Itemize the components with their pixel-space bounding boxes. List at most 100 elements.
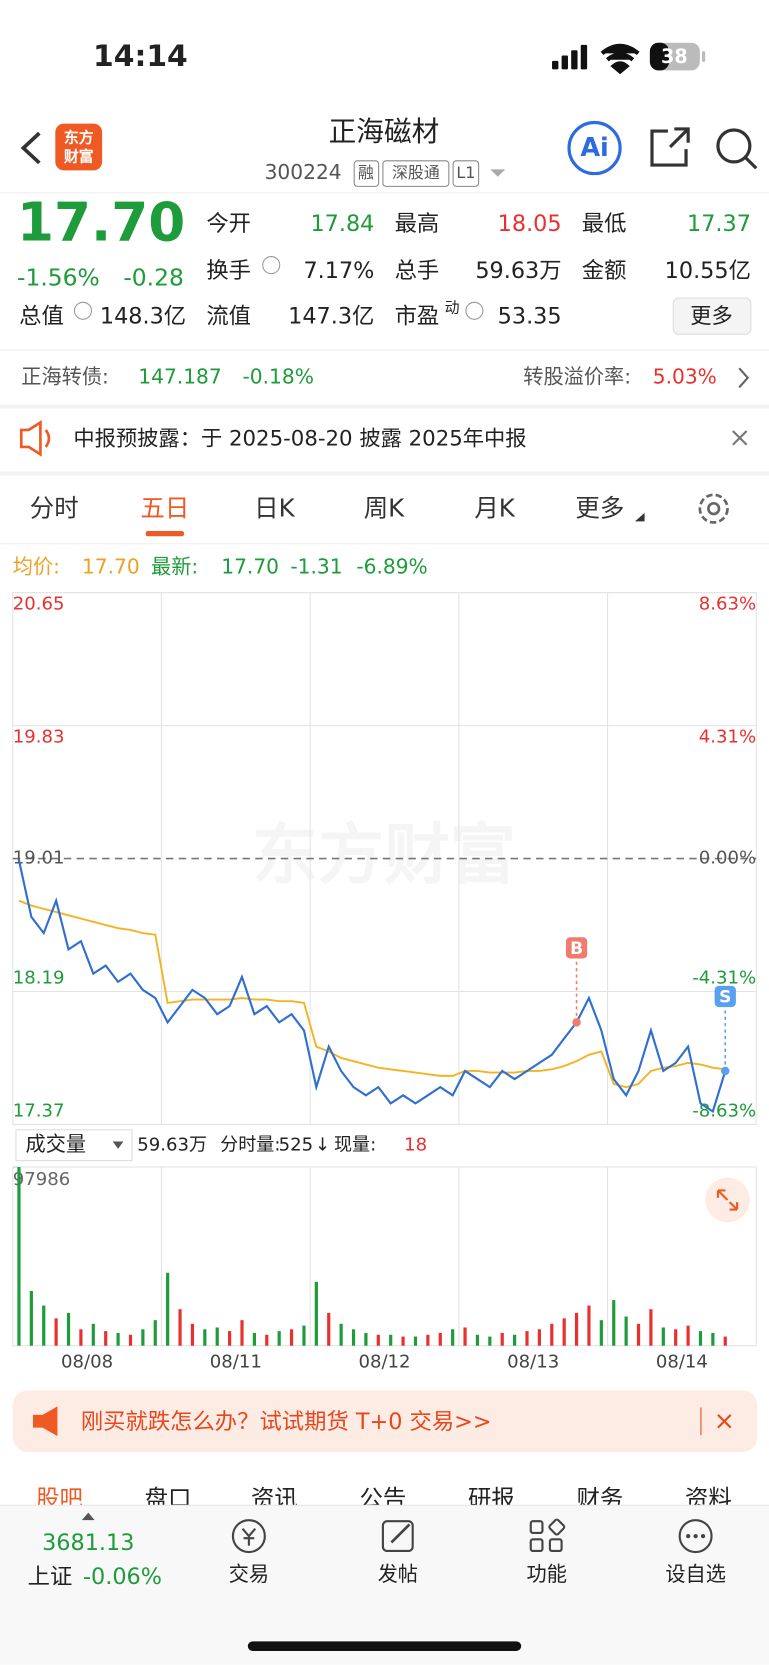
share-button[interactable] (650, 127, 690, 167)
logo[interactable] (55, 123, 103, 171)
avg-value: 17.70 (82, 555, 140, 579)
tab-active[interactable]: 五日 (140, 494, 189, 523)
volume-bar (104, 1331, 108, 1346)
series-line (17, 859, 727, 1114)
minute-arrow: ↓ (315, 1135, 330, 1156)
marker-dot (721, 1066, 730, 1076)
speaker-icon (19, 420, 51, 457)
stock-name: 正海磁材 (329, 115, 440, 148)
volume-bar (54, 1318, 58, 1346)
stat-value: 59.63万 (475, 258, 561, 284)
volume-selector[interactable] (15, 1129, 133, 1162)
info-icon[interactable] (262, 256, 281, 275)
info-icon[interactable] (73, 301, 93, 320)
tab[interactable]: 分时 (30, 494, 79, 523)
expand-icon (716, 1189, 739, 1211)
volume-bar (128, 1334, 133, 1346)
x-tick-label: 08/13 (507, 1352, 559, 1373)
post-icon[interactable] (381, 1520, 414, 1553)
back-button[interactable] (20, 131, 41, 165)
premium-label: 转股溢价率: (523, 364, 631, 388)
nav-label[interactable]: 设自选 (665, 1562, 726, 1586)
promo-banner[interactable] (12, 1390, 758, 1453)
volume-bar (711, 1332, 715, 1346)
volume-bar (488, 1336, 492, 1346)
index-value[interactable]: 3681.13 (42, 1530, 134, 1556)
ai-button[interactable] (567, 120, 622, 176)
x-tick-label: 08/11 (210, 1352, 262, 1373)
watchlist-icon[interactable] (678, 1519, 713, 1554)
volume-bar (141, 1329, 145, 1346)
volume-bar (228, 1331, 232, 1346)
minute-label: 分时量: (220, 1135, 280, 1156)
current-volume: 18 (404, 1135, 427, 1156)
volume-bar (562, 1318, 566, 1346)
bond-change: -0.18% (243, 364, 314, 388)
banner-close[interactable] (717, 1414, 732, 1429)
function-icon[interactable] (529, 1518, 566, 1553)
volume-bar (649, 1309, 653, 1346)
price: 17.70 (17, 191, 185, 253)
stat-label: 总手 (395, 258, 440, 284)
signal (552, 44, 588, 70)
trade-icon[interactable] (231, 1519, 266, 1554)
tab-indicator (145, 530, 185, 537)
volume-bar (537, 1329, 541, 1346)
volume-bar (153, 1320, 157, 1346)
volume-bar (661, 1327, 665, 1346)
battery-text: 38 (661, 45, 688, 68)
volume-bar (339, 1323, 343, 1346)
nav-label[interactable]: 发帖 (378, 1562, 418, 1586)
volume-bar (166, 1272, 170, 1346)
nav-label[interactable]: 功能 (527, 1562, 567, 1586)
search-button[interactable] (716, 128, 758, 170)
premium: 5.03% (653, 364, 717, 388)
tab[interactable]: 月K (474, 494, 515, 523)
tab[interactable]: 日K (254, 494, 295, 523)
change-percent: -1.56% (17, 263, 100, 291)
selector-arrow (112, 1141, 124, 1149)
volume-bar (116, 1332, 120, 1346)
marker-text: B (570, 939, 583, 959)
stat-value: 53.35 (498, 304, 562, 330)
volume-bar (91, 1323, 95, 1346)
tab[interactable]: 更多 (575, 494, 624, 523)
volume-bar (364, 1332, 368, 1346)
nav-label[interactable]: 交易 (229, 1562, 269, 1586)
marker-text: S (719, 988, 731, 1008)
home-indicator (247, 1641, 522, 1651)
stat-label: 流值 (206, 304, 251, 330)
stat-value: 10.55亿 (665, 258, 751, 284)
bond-price: 147.187 (138, 364, 221, 388)
more-button[interactable] (672, 297, 752, 335)
volume-bar (252, 1332, 256, 1346)
separator (0, 404, 769, 409)
settings-icon[interactable] (698, 493, 729, 524)
volume-total: 59.63万 (137, 1135, 207, 1156)
x-tick-label: 08/12 (358, 1352, 410, 1373)
battery-level (649, 42, 670, 71)
volume-bar (587, 1305, 591, 1346)
stat-label: 总值 (19, 304, 64, 330)
y2-tick-label: 8.63% (699, 593, 756, 614)
y2-tick-label: 0.00% (699, 848, 756, 869)
chevron[interactable] (738, 367, 750, 389)
stat-label: 最低 (582, 211, 627, 237)
marker-dot (572, 1018, 581, 1027)
info-icon[interactable] (465, 301, 484, 320)
volume-bar (599, 1320, 603, 1346)
tab[interactable]: 周K (364, 494, 405, 523)
close-notice[interactable] (732, 430, 748, 446)
wifi (600, 43, 640, 75)
index-arrow[interactable] (81, 1512, 95, 1521)
clock: 14:14 (93, 39, 188, 74)
latest-label: 最新: (151, 555, 198, 579)
ai-text: Ai (580, 133, 608, 163)
current-label: 现量: (334, 1135, 376, 1156)
x-tick-label: 08/08 (61, 1352, 113, 1373)
volume-bar (302, 1325, 306, 1346)
stock-code: 300224 (265, 160, 342, 184)
dropdown-arrow[interactable] (490, 169, 506, 177)
volume-bar (178, 1309, 182, 1346)
volume-bar (686, 1325, 690, 1346)
